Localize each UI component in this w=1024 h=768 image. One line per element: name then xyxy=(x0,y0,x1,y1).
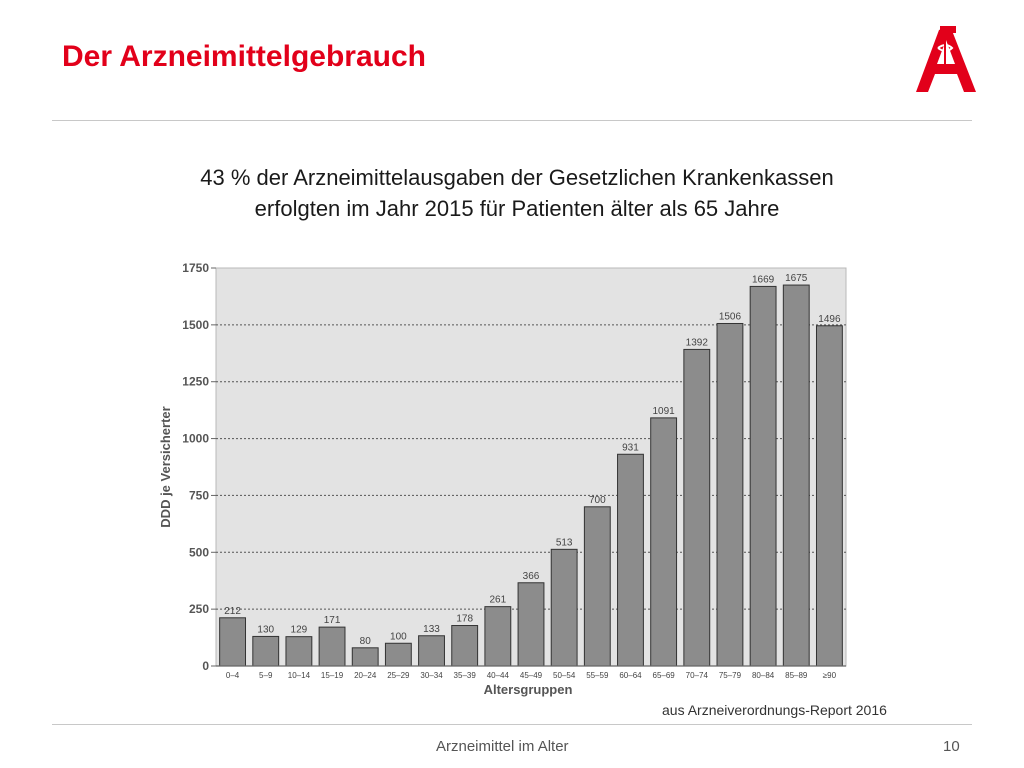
y-tick-label: 500 xyxy=(189,545,209,559)
headline-line-2: erfolgten im Jahr 2015 für Patienten ält… xyxy=(254,196,780,221)
data-label: 513 xyxy=(556,537,573,548)
bar xyxy=(318,626,346,667)
y-axis-ticks: 0 250 500 750 1000 1250 1500 1750 xyxy=(182,261,216,673)
x-tick-label: 70–74 xyxy=(686,671,709,680)
data-label: 80 xyxy=(360,636,372,647)
apotheke-a-logo-icon xyxy=(916,26,976,92)
y-axis-title: DDD je Versicherter xyxy=(158,406,173,527)
bar xyxy=(749,285,777,667)
data-label: 1091 xyxy=(653,406,676,417)
data-label: 1669 xyxy=(752,274,775,285)
bar xyxy=(716,322,744,667)
data-label: 931 xyxy=(622,442,639,453)
data-label: 100 xyxy=(390,631,407,642)
x-tick-label: 0–4 xyxy=(226,671,240,680)
data-label: 1496 xyxy=(818,314,841,325)
x-tick-label: 50–54 xyxy=(553,671,576,680)
bar xyxy=(683,348,711,667)
x-tick-label: 55–59 xyxy=(586,671,609,680)
data-label: 261 xyxy=(489,595,506,606)
top-divider xyxy=(52,120,972,121)
data-label: 700 xyxy=(589,495,606,506)
data-label: 366 xyxy=(523,571,540,582)
footer-title: Arzneimittel im Alter xyxy=(436,738,569,755)
y-tick-label: 1000 xyxy=(182,432,209,446)
x-tick-label: 10–14 xyxy=(288,671,311,680)
x-tick-label: 15–19 xyxy=(321,671,344,680)
bar xyxy=(418,635,445,667)
x-tick-label: 20–24 xyxy=(354,671,377,680)
data-label: 212 xyxy=(224,606,241,617)
y-tick-label: 750 xyxy=(189,488,209,502)
data-labels: 212 130 129 171 80 100 133 178 261 366 513 700 931 10… xyxy=(224,273,841,647)
data-label: 1675 xyxy=(785,273,808,284)
x-tick-label: 45–49 xyxy=(520,671,543,680)
bar xyxy=(815,325,843,667)
headline-line-1: 43 % der Arzneimittelausgaben der Gesetz… xyxy=(200,165,834,190)
bar xyxy=(219,617,247,667)
y-tick-label: 1500 xyxy=(182,318,209,332)
bar-chart: 212 130 129 171 80 100 133 178 261 366 513 700 931 10… xyxy=(158,261,847,697)
x-tick-label: ≥90 xyxy=(823,671,837,680)
x-tick-label: 60–64 xyxy=(619,671,642,680)
bar xyxy=(285,636,313,667)
x-tick-label: 5–9 xyxy=(259,671,273,680)
x-tick-label: 85–89 xyxy=(785,671,808,680)
source-note: aus Arzneiverordnungs-Report 2016 xyxy=(662,702,887,718)
data-label: 1506 xyxy=(719,311,742,322)
bar xyxy=(451,625,479,667)
bar xyxy=(252,635,280,667)
bar xyxy=(351,647,379,667)
data-label: 178 xyxy=(456,614,473,625)
bar xyxy=(650,417,678,667)
bars xyxy=(219,284,843,667)
x-axis-ticks: 0–4 5–9 10–14 15–19 20–24 25–29 30–34 35–39 40–4… xyxy=(226,671,837,680)
bar xyxy=(782,284,810,667)
bar xyxy=(583,506,611,667)
bar xyxy=(384,642,412,667)
page-number: 10 xyxy=(943,738,960,755)
headline: 43 % der Arzneimittelausgaben der Gesetz… xyxy=(0,162,1024,224)
data-label: 130 xyxy=(257,624,274,635)
bar xyxy=(617,453,644,667)
x-tick-label: 65–69 xyxy=(653,671,676,680)
bar xyxy=(484,606,512,667)
x-tick-label: 30–34 xyxy=(420,671,443,680)
data-label: 171 xyxy=(324,615,341,626)
bar xyxy=(517,582,545,667)
x-tick-label: 35–39 xyxy=(454,671,477,680)
data-label: 129 xyxy=(291,625,308,636)
x-tick-label: 25–29 xyxy=(387,671,410,680)
x-tick-label: 80–84 xyxy=(752,671,775,680)
bar xyxy=(550,548,578,667)
data-label: 133 xyxy=(423,624,440,635)
y-tick-label: 1750 xyxy=(182,261,209,275)
y-tick-label: 0 xyxy=(202,659,209,673)
data-label: 1392 xyxy=(686,337,709,348)
bottom-divider xyxy=(52,724,972,725)
x-axis-title: Altersgruppen xyxy=(484,682,573,697)
y-tick-label: 1250 xyxy=(182,375,209,389)
x-tick-label: 40–44 xyxy=(487,671,510,680)
y-tick-label: 250 xyxy=(189,602,209,616)
slide-title: Der Arzneimittelgebrauch xyxy=(62,40,426,73)
x-tick-label: 75–79 xyxy=(719,671,742,680)
